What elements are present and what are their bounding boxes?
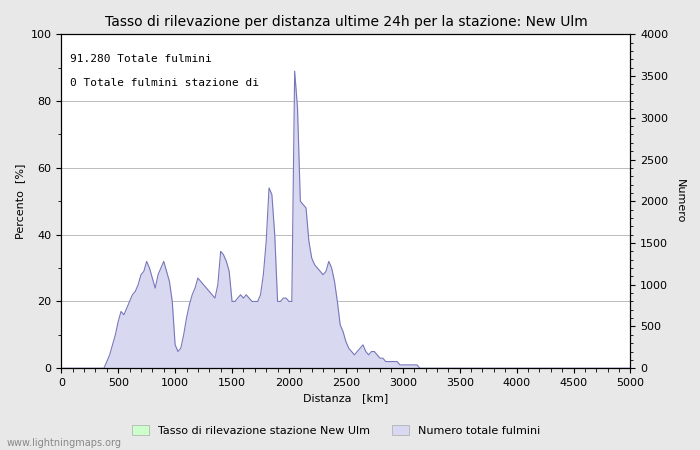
- Text: www.lightningmaps.org: www.lightningmaps.org: [7, 438, 122, 448]
- X-axis label: Distanza   [km]: Distanza [km]: [303, 393, 389, 404]
- Y-axis label: Numero: Numero: [675, 179, 685, 224]
- Title: Tasso di rilevazione per distanza ultime 24h per la stazione: New Ulm: Tasso di rilevazione per distanza ultime…: [104, 15, 587, 29]
- Legend: Tasso di rilevazione stazione New Ulm, Numero totale fulmini: Tasso di rilevazione stazione New Ulm, N…: [128, 420, 544, 440]
- Y-axis label: Percento  [%]: Percento [%]: [15, 164, 25, 239]
- Text: 91.280 Totale fulmini: 91.280 Totale fulmini: [70, 54, 211, 64]
- Text: 0 Totale fulmini stazione di: 0 Totale fulmini stazione di: [70, 78, 259, 88]
